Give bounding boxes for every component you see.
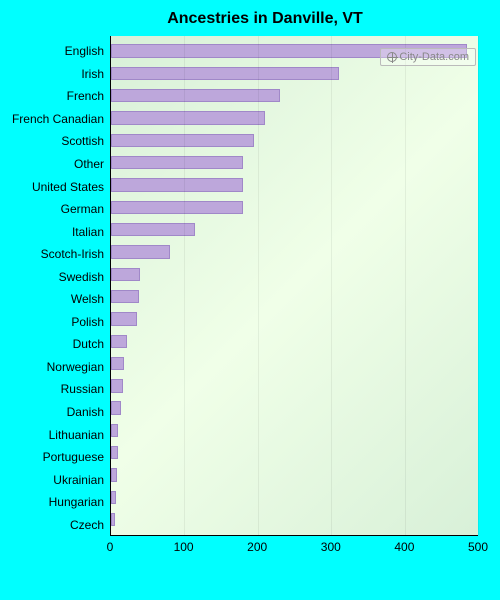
y-axis-label: Portuguese	[0, 446, 110, 469]
gridline	[331, 36, 332, 535]
bar	[111, 223, 195, 236]
x-axis-tick: 400	[394, 540, 414, 554]
y-axis-label: Russian	[0, 378, 110, 401]
bar	[111, 446, 118, 459]
y-axis-label: Scotch-Irish	[0, 243, 110, 266]
bar	[111, 201, 243, 214]
bar-row	[111, 442, 478, 464]
y-axis-label: United States	[0, 175, 110, 198]
y-axis-label: Italian	[0, 220, 110, 243]
bar	[111, 513, 115, 526]
bar-row	[111, 219, 478, 241]
bar	[111, 401, 121, 414]
bar-row	[111, 196, 478, 218]
watermark-badge: City-Data.com	[380, 48, 476, 66]
bars-group	[111, 40, 478, 531]
x-axis-tick: 500	[468, 540, 488, 554]
y-axis-label: German	[0, 198, 110, 221]
bar-row	[111, 397, 478, 419]
y-axis-label: Swedish	[0, 265, 110, 288]
bar	[111, 156, 243, 169]
bar-row	[111, 352, 478, 374]
bar-row	[111, 375, 478, 397]
bar	[111, 312, 137, 325]
y-axis-label: English	[0, 40, 110, 63]
y-axis-label: Norwegian	[0, 356, 110, 379]
bar-row	[111, 330, 478, 352]
bar	[111, 245, 170, 258]
gridline	[258, 36, 259, 535]
bar	[111, 379, 123, 392]
bar-row	[111, 464, 478, 486]
bar-row	[111, 285, 478, 307]
bar-row	[111, 509, 478, 531]
x-axis-tick: 0	[107, 540, 114, 554]
chart-title: Ancestries in Danville, VT	[40, 10, 490, 28]
bar-row	[111, 85, 478, 107]
watermark-text: City-Data.com	[399, 51, 469, 63]
y-axis-label: Other	[0, 153, 110, 176]
bar	[111, 468, 117, 481]
y-axis-label: French Canadian	[0, 108, 110, 131]
bar	[111, 491, 116, 504]
y-axis-label: Czech	[0, 513, 110, 536]
y-axis-label: Hungarian	[0, 491, 110, 514]
bar	[111, 134, 254, 147]
bar-row	[111, 129, 478, 151]
bar-row	[111, 241, 478, 263]
y-axis-label: French	[0, 85, 110, 108]
globe-icon	[387, 52, 397, 62]
y-axis-label: Irish	[0, 63, 110, 86]
gridline	[405, 36, 406, 535]
bar	[111, 178, 243, 191]
y-axis-labels: EnglishIrishFrenchFrench CanadianScottis…	[0, 36, 110, 566]
gridline	[478, 36, 479, 535]
bar	[111, 290, 139, 303]
plot: 0100200300400500	[110, 36, 478, 566]
bar	[111, 67, 339, 80]
y-axis-label: Welsh	[0, 288, 110, 311]
x-axis-tick: 100	[174, 540, 194, 554]
y-axis-label: Dutch	[0, 333, 110, 356]
bar-row	[111, 419, 478, 441]
x-axis-tick: 200	[247, 540, 267, 554]
bar	[111, 357, 124, 370]
bar	[111, 424, 118, 437]
plot-area	[110, 36, 478, 536]
plot-wrap: EnglishIrishFrenchFrench CanadianScottis…	[0, 36, 490, 566]
bar	[111, 111, 265, 124]
y-axis-label: Danish	[0, 401, 110, 424]
chart-container: Ancestries in Danville, VT City-Data.com…	[0, 0, 500, 600]
x-axis: 0100200300400500	[110, 536, 478, 566]
bar-row	[111, 308, 478, 330]
y-axis-label: Polish	[0, 311, 110, 334]
bar-row	[111, 174, 478, 196]
gridline	[184, 36, 185, 535]
bar-row	[111, 152, 478, 174]
y-axis-label: Scottish	[0, 130, 110, 153]
bar	[111, 335, 127, 348]
bar	[111, 268, 140, 281]
bar-row	[111, 263, 478, 285]
bar	[111, 89, 280, 102]
bar-row	[111, 107, 478, 129]
y-axis-label: Lithuanian	[0, 423, 110, 446]
y-axis-label: Ukrainian	[0, 468, 110, 491]
x-axis-tick: 300	[321, 540, 341, 554]
bar-row	[111, 486, 478, 508]
